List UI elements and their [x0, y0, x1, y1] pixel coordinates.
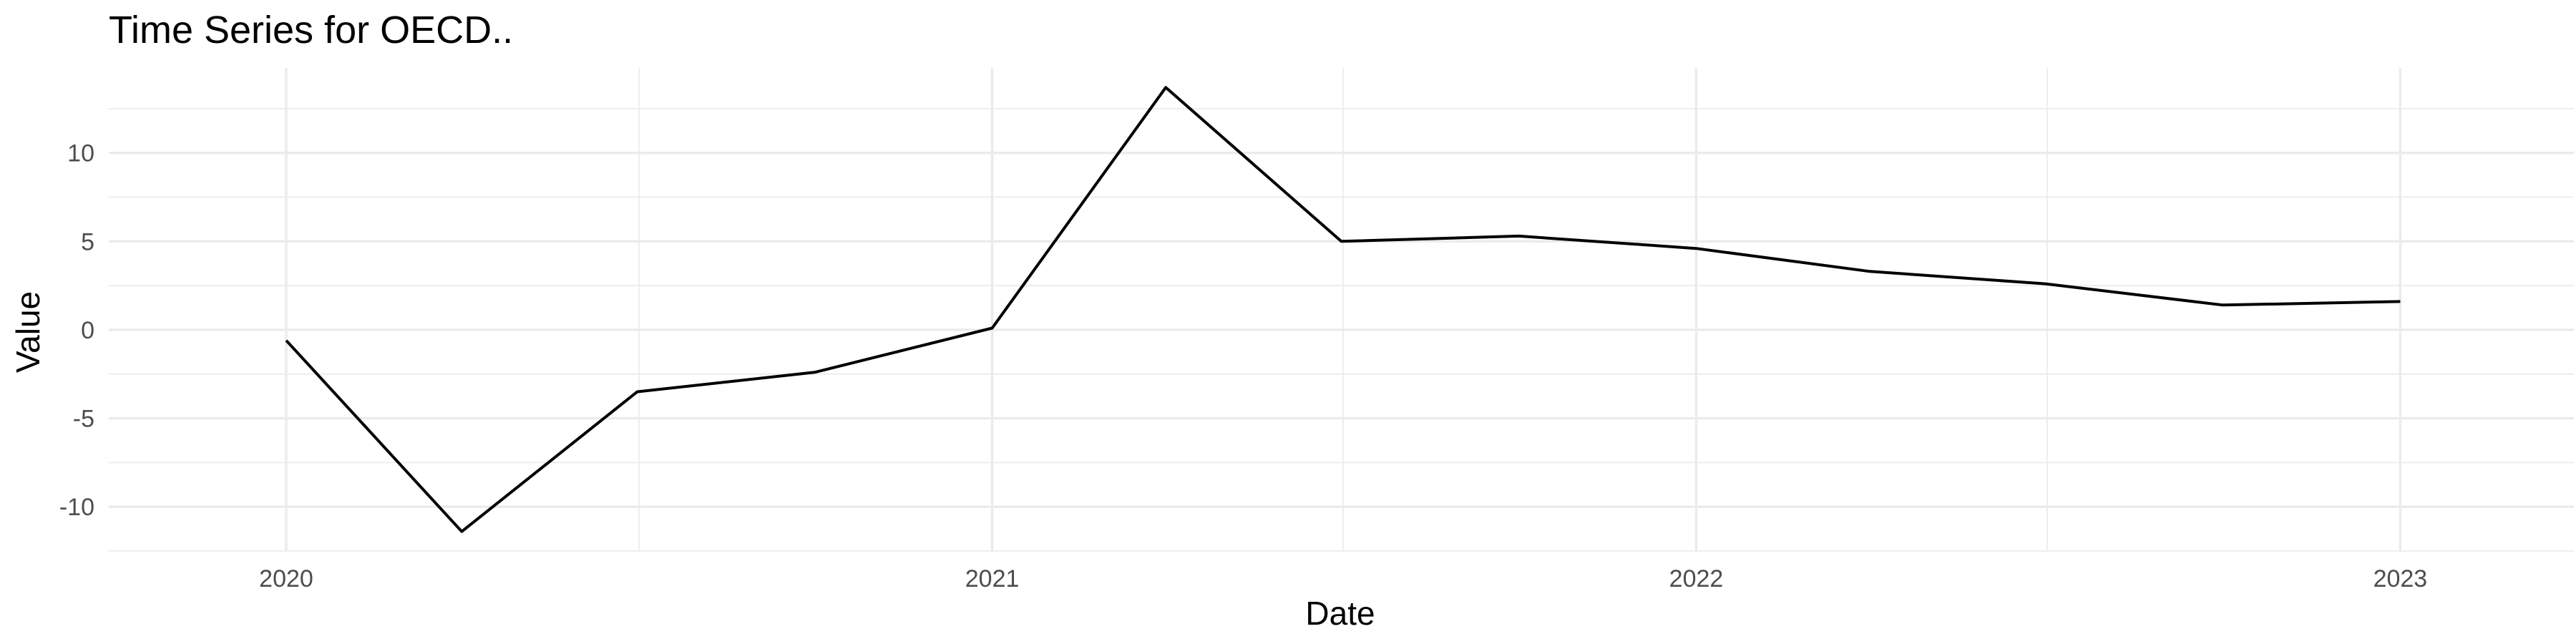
series-line	[285, 86, 2401, 533]
x-tick-label: 2020	[259, 565, 313, 592]
x-axis-title: Date	[1305, 595, 1375, 632]
y-tick-label: -10	[59, 494, 94, 521]
x-tick-label: 2023	[2373, 565, 2428, 592]
y-tick-label: -5	[73, 406, 94, 433]
grid	[109, 68, 2574, 552]
y-tick-label: 0	[81, 317, 94, 344]
y-tick-label: 5	[81, 228, 94, 255]
x-tick-label: 2021	[965, 565, 1020, 592]
x-axis-ticks: 2020 2021 2022 2023	[259, 565, 2427, 592]
y-tick-label: 10	[67, 140, 94, 167]
chart-title: Time Series for OECD..	[109, 9, 513, 52]
x-tick-label: 2022	[1669, 565, 1724, 592]
y-axis-ticks: -10 -5 0 5 10	[59, 140, 94, 522]
series-layer	[285, 86, 2401, 533]
y-axis-title: Value	[9, 291, 47, 373]
